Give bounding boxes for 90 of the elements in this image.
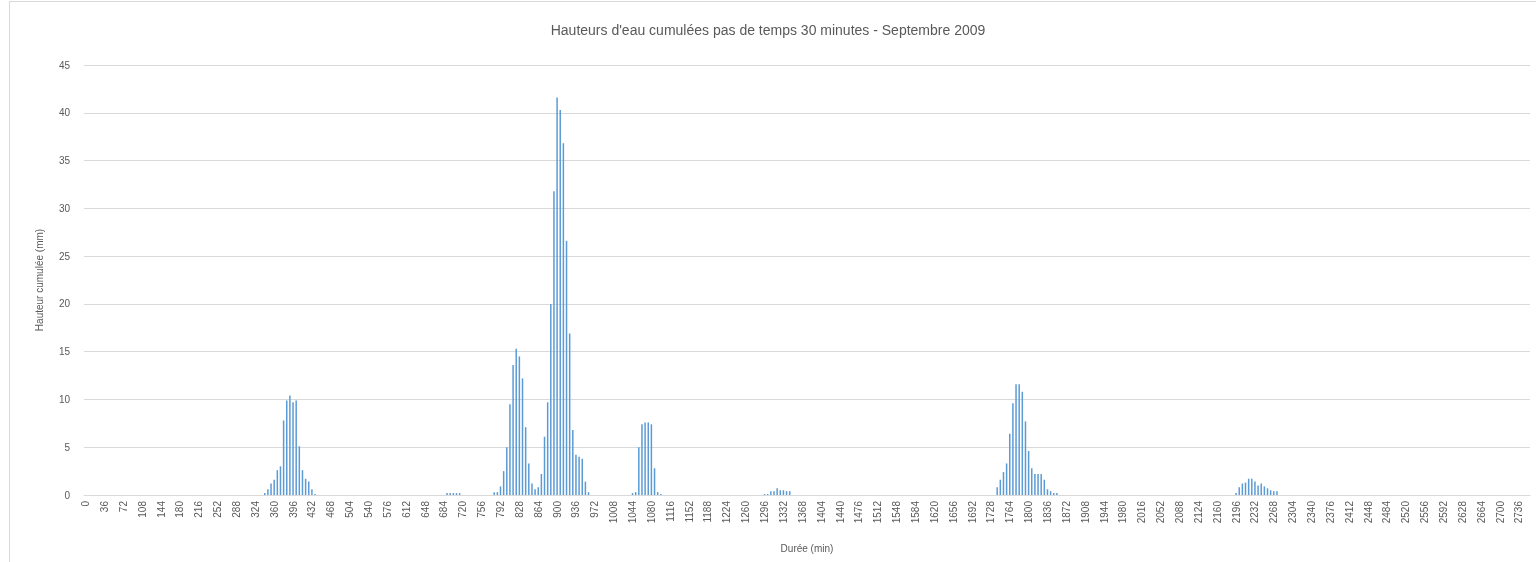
x-tick-label: 432 — [306, 500, 318, 518]
x-tick-label: 2628 — [1456, 500, 1468, 524]
x-tick-label: 1728 — [985, 500, 997, 524]
x-tick-label: 1080 — [645, 500, 657, 524]
x-tick-label: 2268 — [1268, 500, 1280, 524]
x-tick-label: 2124 — [1192, 500, 1204, 524]
chart-title: Hauteurs d'eau cumulées pas de temps 30 minutes - Septembre 2009 — [550, 22, 986, 38]
y-tick-label: 5 — [64, 441, 71, 453]
y-tick-label: 0 — [64, 489, 71, 501]
x-tick-label: 1836 — [1041, 500, 1053, 524]
x-tick-label: 108 — [136, 500, 148, 518]
y-tick-label: 25 — [58, 250, 71, 262]
x-tick-label: 2592 — [1438, 500, 1450, 524]
x-tick-label: 360 — [268, 500, 280, 518]
x-tick-label: 468 — [325, 500, 337, 518]
x-tick-label: 2412 — [1343, 500, 1355, 524]
x-tick-label: 1368 — [796, 500, 808, 524]
x-tick-label: 792 — [495, 500, 507, 518]
x-tick-label: 900 — [551, 500, 563, 518]
x-tick-label: 2556 — [1419, 500, 1431, 524]
x-tick-label: 1152 — [683, 500, 695, 523]
x-tick-label: 1044 — [627, 500, 639, 524]
x-tick-label: 324 — [249, 500, 261, 518]
x-tick-label: 288 — [230, 500, 242, 518]
x-tick-label: 2052 — [1155, 500, 1167, 524]
x-tick-label: 1764 — [1004, 500, 1016, 524]
x-tick-label: 1944 — [1098, 500, 1110, 524]
x-tick-label: 1584 — [909, 500, 921, 524]
x-tick-label: 1512 — [872, 500, 884, 524]
x-tick-label: 1872 — [1060, 500, 1072, 524]
x-tick-label: 1116 — [664, 500, 676, 522]
y-tick-label: 15 — [58, 346, 71, 358]
x-tick-label: 144 — [155, 500, 167, 518]
x-tick-label: 1476 — [853, 500, 865, 524]
x-tick-label: 612 — [400, 500, 412, 518]
x-tick-label: 1440 — [834, 500, 846, 524]
x-tick-label: 864 — [532, 500, 544, 518]
y-axis-title: Hauteur cumulée (mm) — [33, 228, 45, 332]
y-tick-label: 35 — [58, 155, 71, 167]
x-tick-label: 1800 — [1023, 500, 1035, 524]
x-tick-label: 2448 — [1362, 500, 1374, 524]
x-tick-label: 1908 — [1079, 500, 1091, 524]
x-tick-label: 1332 — [777, 500, 789, 524]
x-tick-label: 396 — [287, 500, 299, 518]
x-tick-label: 2736 — [1513, 500, 1525, 524]
x-tick-label: 1188 — [702, 500, 714, 523]
x-tick-label: 972 — [589, 500, 601, 518]
x-tick-label: 684 — [438, 500, 450, 518]
x-tick-label: 1656 — [947, 500, 959, 524]
x-tick-label: 2700 — [1494, 500, 1506, 524]
x-tick-label: 648 — [419, 500, 431, 518]
x-tick-label: 2304 — [1287, 500, 1299, 524]
x-tick-label: 2520 — [1400, 500, 1412, 524]
x-tick-label: 576 — [381, 500, 393, 518]
y-tick-label: 45 — [58, 59, 71, 71]
x-tick-label: 1008 — [608, 500, 620, 524]
y-tick-label: 10 — [58, 393, 71, 405]
x-tick-label: 1404 — [815, 500, 827, 524]
y-tick-label: 40 — [58, 107, 71, 119]
x-tick-label: 36 — [98, 500, 110, 513]
y-tick-label: 30 — [58, 202, 71, 214]
x-tick-label: 1620 — [928, 500, 940, 524]
x-tick-label: 2664 — [1475, 500, 1487, 524]
x-tick-label: 2376 — [1324, 500, 1336, 524]
x-tick-label: 72 — [117, 500, 129, 513]
x-tick-label: 756 — [476, 500, 488, 518]
x-axis-title: Durée (min) — [780, 542, 834, 554]
y-tick-label: 20 — [58, 298, 71, 310]
x-tick-label: 504 — [344, 500, 356, 518]
x-tick-label: 828 — [513, 500, 525, 518]
x-tick-label: 1260 — [740, 500, 752, 524]
x-tick-label: 2232 — [1249, 500, 1261, 524]
x-tick-label: 936 — [570, 500, 582, 518]
x-tick-label: 0 — [80, 500, 92, 507]
x-tick-label: 252 — [212, 500, 224, 518]
x-tick-label: 540 — [362, 500, 374, 518]
x-tick-label: 180 — [174, 500, 186, 518]
x-tick-label: 1692 — [966, 500, 978, 524]
x-tick-label: 216 — [193, 500, 205, 518]
x-tick-label: 1296 — [759, 500, 771, 524]
x-tick-label: 1224 — [721, 500, 733, 524]
x-tick-label: 2340 — [1306, 500, 1318, 524]
x-tick-label: 1980 — [1117, 500, 1129, 524]
x-tick-label: 2088 — [1174, 500, 1185, 524]
x-tick-label: 2160 — [1211, 500, 1223, 524]
x-tick-label: 720 — [457, 500, 469, 518]
x-tick-label: 2484 — [1381, 500, 1393, 524]
x-tick-label: 2016 — [1136, 500, 1148, 524]
x-tick-label: 2196 — [1230, 500, 1242, 524]
x-tick-label: 1548 — [891, 500, 903, 524]
